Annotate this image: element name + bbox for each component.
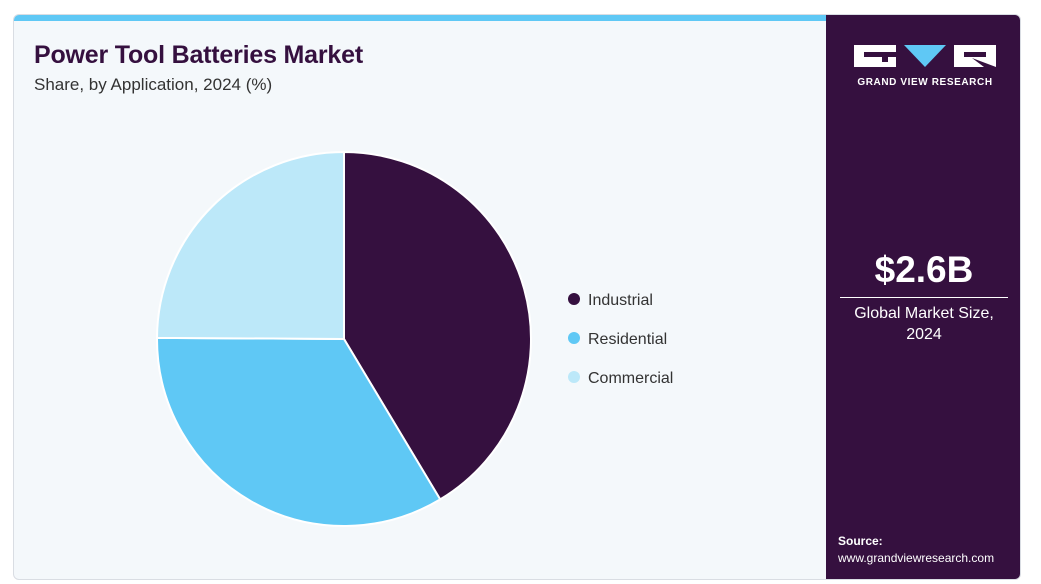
legend-marker-commercial [568, 371, 580, 383]
sidebar-panel: GRAND VIEW RESEARCH $2.6B Global Market … [826, 15, 1020, 579]
legend-label-residential: Residential [588, 331, 667, 348]
chart-subtitle: Share, by Application, 2024 (%) [34, 75, 273, 94]
source-url[interactable]: www.grandviewresearch.com [838, 551, 995, 565]
legend-marker-industrial [568, 293, 580, 305]
pie-slice-commercial [155, 150, 345, 341]
pie-slice-industrial [343, 150, 532, 501]
pie-slice-residential [156, 336, 442, 527]
legend-label-industrial: Industrial [588, 292, 653, 309]
logo-text: GRAND VIEW RESEARCH [857, 77, 993, 88]
grand-view-research-logo: GRAND VIEW RESEARCH [854, 41, 996, 88]
pie-chart: Industrial Residential Commercial [155, 150, 673, 527]
accent-bar [14, 15, 826, 21]
divider [840, 297, 1008, 298]
market-size-value: $2.6B [874, 249, 974, 290]
gvr-logo-icon [854, 45, 996, 67]
market-size-label: Global Market Size, 2024 [854, 305, 994, 343]
chart-title: Power Tool Batteries Market [34, 41, 363, 69]
source-label: Source: [838, 534, 883, 548]
legend-marker-residential [568, 332, 580, 344]
legend-label-commercial: Commercial [588, 370, 673, 387]
chart-card: Industrial Residential Commercial Power To… [13, 14, 1021, 580]
